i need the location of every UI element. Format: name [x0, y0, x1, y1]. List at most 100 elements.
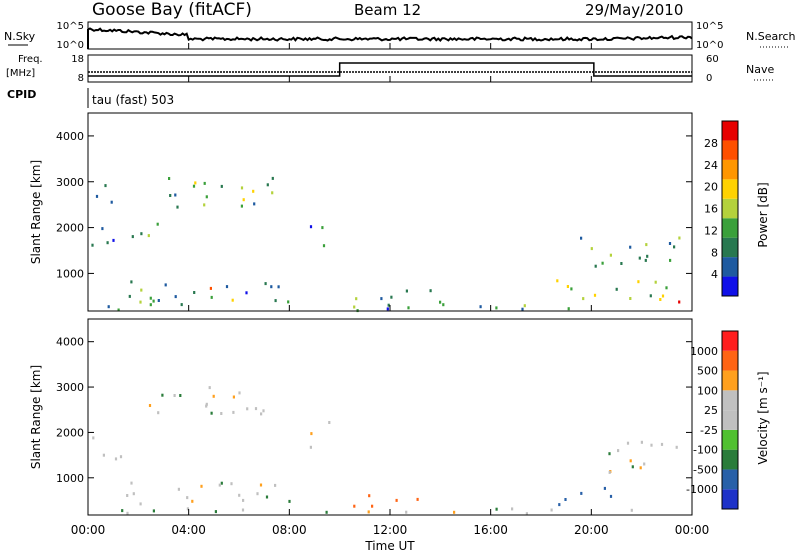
y-tick-label: 4000 [56, 130, 84, 143]
colorbar-tick-label: -1000 [686, 483, 718, 496]
x-tick-label: 20:00 [574, 523, 609, 537]
date-title: 29/May/2010 [585, 1, 683, 19]
heatmap-cell [558, 503, 561, 507]
heatmap-cell [210, 295, 213, 299]
heatmap-cell [157, 411, 160, 415]
power-y-label: Slant Range [km] [29, 160, 43, 264]
heatmap-cell [193, 291, 196, 294]
heatmap-cell [390, 295, 393, 299]
colorbar-swatch [722, 159, 738, 180]
heatmap-cell [678, 236, 681, 240]
heatmap-cell [521, 307, 524, 311]
heatmap-cell [580, 236, 583, 240]
colorbar-swatch [722, 198, 738, 219]
x-tick-label: 12:00 [373, 523, 408, 537]
heatmap-cell [114, 457, 118, 461]
heatmap-cell [149, 303, 152, 307]
heatmap-cell [556, 279, 559, 283]
heatmap-cell [152, 299, 155, 303]
heatmap-cell [325, 510, 328, 514]
heatmap-cell [210, 411, 213, 415]
x-tick-label: 04:00 [171, 523, 206, 537]
heatmap-cell [523, 304, 526, 308]
heatmap-cell [126, 494, 129, 497]
power-panel-frame [87, 112, 693, 312]
heatmap-cell [205, 404, 208, 408]
y-tick-label: 2000 [56, 222, 84, 235]
heatmap-cell [169, 194, 172, 197]
heatmap-cell [192, 184, 196, 188]
heatmap-cell [608, 452, 611, 456]
heatmap-cell [608, 470, 611, 474]
heatmap-cell [654, 280, 657, 284]
heatmap-cell [266, 183, 269, 187]
colorbar-tick-label: 28 [704, 137, 718, 150]
heatmap-cell [637, 280, 640, 284]
heatmap-cell [95, 194, 99, 198]
freq-tick-top: 18 [71, 54, 84, 65]
x-tick-label: 08:00 [272, 523, 307, 537]
heatmap-cell [669, 258, 672, 262]
heatmap-cell [176, 205, 179, 209]
heatmap-cell [264, 282, 267, 286]
heatmap-cell [511, 507, 514, 511]
nave-label: Nave [746, 63, 774, 76]
heatmap-cell [214, 510, 217, 514]
heatmap-cell [231, 298, 234, 302]
heatmap-cell [140, 288, 143, 292]
colorbar-tick-label: 100 [697, 384, 718, 397]
colorbar-swatch [722, 331, 738, 351]
y-tick-label: 3000 [56, 381, 84, 394]
colorbar-tick-label: 8 [711, 246, 718, 259]
colorbar-tick-label: -100 [693, 444, 718, 457]
colorbar-swatch [722, 140, 738, 160]
heatmap-cell [180, 303, 183, 307]
heatmap-cell [629, 459, 632, 463]
heatmap-cell [128, 294, 131, 298]
heatmap-cell [368, 494, 371, 498]
heatmap-cell [174, 193, 177, 197]
heatmap-cell [240, 186, 244, 190]
heatmap-cell [194, 181, 197, 185]
heatmap-cell [570, 287, 573, 291]
heatmap-cell [262, 409, 265, 413]
velocity-heatmap [92, 386, 678, 516]
heatmap-cell [265, 495, 269, 499]
heatmap-cell [665, 286, 668, 290]
colorbar-frame [721, 120, 739, 297]
heatmap-cell [179, 394, 182, 397]
heatmap-cell [277, 285, 280, 289]
heatmap-cell [112, 238, 115, 242]
beam-title: Beam 12 [354, 1, 421, 19]
colorbar-tick-label: 12 [704, 224, 718, 237]
heatmap-cell [287, 300, 290, 304]
power-colorbar-label: Power [dB] [756, 182, 770, 247]
heatmap-cell [640, 440, 643, 444]
colorbar-swatch [722, 370, 738, 391]
heatmap-cell [387, 303, 390, 307]
heatmap-cell [132, 492, 135, 496]
heatmap-cell [442, 303, 445, 307]
heatmap-cell [380, 297, 383, 301]
heatmap-cell [650, 443, 653, 447]
heatmap-cell [288, 499, 291, 503]
colorbar-frame [721, 330, 739, 510]
heatmap-cell [310, 432, 313, 436]
heatmap-cell [164, 283, 167, 287]
heatmap-cell [582, 297, 585, 301]
heatmap-cell [242, 498, 245, 502]
colorbar-tick-label: -25 [700, 424, 718, 437]
heatmap-cell [629, 297, 632, 300]
velocity-colorbar: 1000 500 100 25 -25 -100 -500 -1000 [686, 330, 739, 510]
heatmap-cell [110, 200, 113, 204]
heatmap-cell [205, 195, 208, 199]
nave-tick-bottom: 0 [706, 73, 712, 84]
heatmap-cell [149, 296, 152, 300]
heatmap-cell [525, 512, 528, 516]
heatmap-cell [609, 253, 612, 257]
y-tick-label: 2000 [56, 426, 84, 439]
colorbar-swatch [722, 429, 738, 450]
colorbar-swatch [722, 449, 738, 470]
heatmap-cell [107, 305, 110, 309]
heatmap-cell [567, 307, 570, 311]
